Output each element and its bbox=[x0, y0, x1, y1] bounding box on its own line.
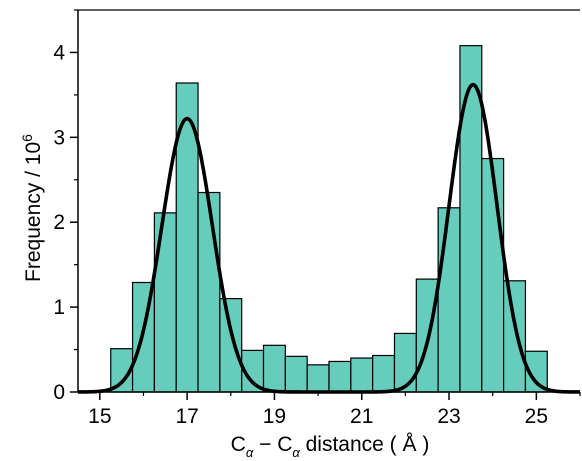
histogram-bar bbox=[262, 344, 286, 393]
y-axis-ticks: 0 1 2 3 4 bbox=[53, 9, 78, 404]
y-tick-label: 0 bbox=[53, 381, 65, 404]
y-axis-title: Frequency / 106 bbox=[19, 134, 45, 282]
histogram-bar bbox=[197, 191, 221, 393]
histogram-bar bbox=[153, 212, 177, 393]
histogram-bar bbox=[437, 207, 461, 393]
histogram-bar bbox=[372, 354, 396, 393]
histogram-bar bbox=[393, 332, 417, 393]
histogram-bar bbox=[503, 280, 527, 393]
axes bbox=[77, 9, 580, 393]
x-tick-label: 19 bbox=[263, 405, 286, 428]
x-tick-label: 17 bbox=[175, 405, 198, 428]
y-tick-label: 3 bbox=[53, 126, 65, 149]
histogram-bar bbox=[350, 357, 374, 393]
histogram-bar bbox=[284, 355, 308, 393]
x-tick-label: 23 bbox=[437, 405, 460, 428]
x-axis-title: Cα − Cα distance ( Å ) bbox=[231, 433, 430, 460]
histogram-bar bbox=[481, 157, 505, 393]
x-axis-ticks: 15 17 19 21 23 25 bbox=[88, 392, 581, 428]
y-tick-label: 1 bbox=[53, 296, 65, 319]
y-tick-label: 2 bbox=[53, 211, 65, 234]
histogram-bar bbox=[306, 364, 330, 393]
x-tick-label: 25 bbox=[525, 405, 548, 428]
x-tick-label: 21 bbox=[350, 405, 373, 428]
histogram-bar bbox=[328, 360, 352, 393]
histogram-bar bbox=[219, 298, 243, 393]
y-tick-label: 4 bbox=[53, 41, 65, 64]
x-tick-label: 15 bbox=[88, 405, 111, 428]
